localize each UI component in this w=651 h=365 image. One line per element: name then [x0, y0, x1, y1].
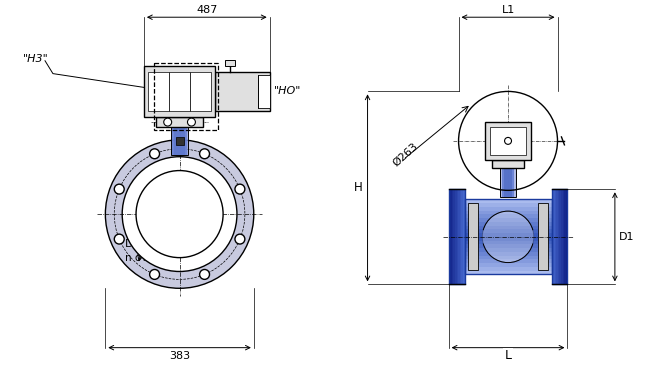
Bar — [465, 248, 551, 252]
Bar — [148, 72, 169, 111]
Bar — [566, 189, 568, 284]
Bar — [465, 271, 551, 275]
Circle shape — [505, 138, 512, 144]
Circle shape — [136, 170, 223, 258]
Bar — [454, 189, 456, 284]
Bar — [258, 74, 270, 108]
Text: Ø263: Ø263 — [391, 141, 420, 169]
Bar — [154, 63, 218, 130]
Text: L: L — [505, 349, 512, 362]
Bar — [452, 189, 454, 284]
Text: 487: 487 — [196, 5, 217, 15]
Bar — [500, 168, 516, 197]
Bar — [465, 222, 551, 226]
Bar — [462, 189, 464, 284]
Bar — [465, 245, 551, 249]
Circle shape — [235, 234, 245, 244]
Bar — [171, 127, 189, 155]
Bar — [500, 168, 516, 197]
Circle shape — [150, 269, 159, 279]
Bar — [538, 203, 547, 270]
Bar — [449, 189, 465, 284]
Text: "H3": "H3" — [23, 54, 49, 64]
Bar — [156, 117, 203, 127]
Bar — [174, 127, 185, 155]
Text: n отв. d: n отв. d — [125, 253, 167, 263]
Bar — [562, 189, 564, 284]
Bar — [558, 189, 560, 284]
Bar — [455, 189, 457, 284]
Bar — [169, 72, 190, 111]
Bar — [465, 233, 551, 237]
Bar — [172, 127, 187, 155]
Bar — [465, 207, 551, 211]
Bar — [465, 214, 551, 219]
Bar — [190, 72, 211, 111]
Bar — [225, 60, 235, 66]
Circle shape — [115, 234, 124, 244]
Bar — [465, 199, 551, 274]
Circle shape — [482, 211, 534, 262]
Circle shape — [105, 140, 254, 288]
Bar — [465, 199, 551, 204]
Bar — [144, 66, 215, 117]
Bar — [465, 226, 551, 230]
Bar — [490, 127, 526, 155]
Bar — [564, 189, 566, 284]
Bar — [465, 218, 551, 222]
Bar — [465, 237, 551, 241]
Bar — [465, 229, 551, 234]
Circle shape — [164, 118, 172, 126]
Text: H: H — [354, 181, 363, 195]
Bar — [463, 189, 465, 284]
Bar — [561, 189, 563, 284]
Circle shape — [187, 118, 195, 126]
Circle shape — [200, 149, 210, 159]
Circle shape — [235, 184, 245, 194]
Bar — [465, 252, 551, 256]
Bar — [557, 189, 559, 284]
Bar — [500, 168, 516, 197]
Bar — [465, 241, 551, 245]
Bar — [559, 189, 562, 284]
Circle shape — [115, 184, 124, 194]
Circle shape — [122, 157, 237, 272]
Bar — [465, 211, 551, 215]
Bar — [502, 168, 514, 197]
Bar — [465, 260, 551, 264]
Circle shape — [150, 149, 159, 159]
Text: "HO": "HO" — [273, 87, 301, 96]
Bar — [551, 189, 568, 284]
Bar — [450, 189, 452, 284]
Bar — [449, 189, 450, 284]
Bar — [469, 203, 478, 270]
Text: D2: D2 — [125, 239, 141, 249]
Circle shape — [200, 269, 210, 279]
Bar — [502, 168, 514, 197]
Bar — [171, 127, 189, 155]
Bar — [458, 189, 460, 284]
Bar — [456, 189, 459, 284]
Bar — [171, 127, 189, 155]
Text: 383: 383 — [169, 350, 190, 361]
Bar — [465, 203, 551, 207]
Bar — [553, 189, 555, 284]
Bar — [504, 168, 512, 197]
Text: D1: D1 — [619, 232, 635, 242]
Bar — [215, 72, 270, 111]
Bar — [460, 189, 462, 284]
Bar — [492, 160, 524, 168]
Bar — [465, 263, 551, 268]
Bar — [172, 127, 187, 155]
Bar — [555, 189, 557, 284]
Text: L1: L1 — [501, 5, 515, 15]
Bar — [485, 122, 531, 160]
Bar — [551, 189, 553, 284]
Bar — [176, 137, 184, 145]
Bar — [465, 255, 551, 260]
Bar — [465, 267, 551, 271]
